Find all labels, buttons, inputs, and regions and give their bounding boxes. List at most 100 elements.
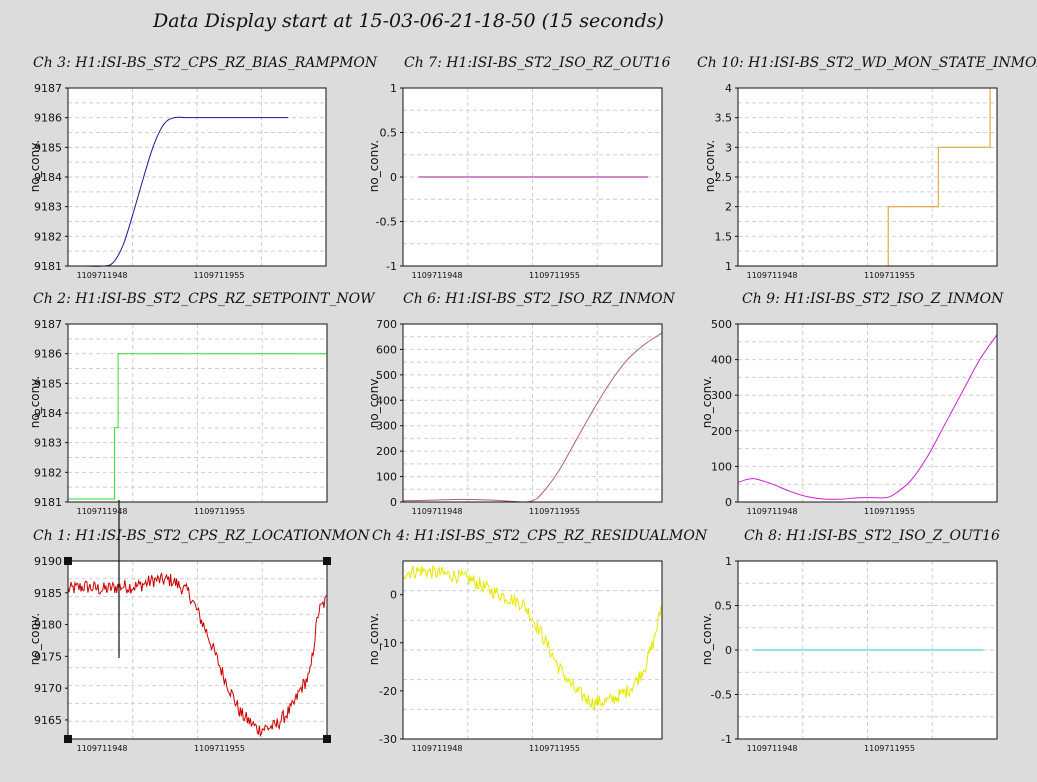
y-tick-label: 0 — [390, 171, 397, 184]
y-tick-label: 1 — [725, 555, 732, 568]
series-line-ch10 — [887, 88, 991, 266]
chart-title-ch7: Ch 7: H1:ISI-BS_ST2_ISO_RZ_OUT16 — [404, 55, 671, 71]
y-tick-label: 500 — [711, 318, 732, 331]
y-tick-label: 0 — [725, 496, 732, 509]
x-tick-label: 1109711955 — [864, 744, 915, 753]
plot-frame-ch8 — [737, 560, 998, 740]
y-tick-label: -0.5 — [376, 216, 397, 229]
y-tick-label: 2.5 — [715, 171, 733, 184]
y-tick-label: 9181 — [34, 260, 62, 273]
y-tick-label: 200 — [711, 425, 732, 438]
y-tick-label: 2 — [725, 201, 732, 214]
y-tick-label: 9175 — [34, 650, 62, 663]
resize-handle[interactable] — [64, 735, 72, 743]
y-tick-label: 0 — [390, 589, 397, 602]
plot-ch10: 4 3.5 3 2.5 2 1.5 1 1109711948 1109711955 — [715, 82, 998, 280]
y-tick-label: 400 — [711, 354, 732, 367]
chart-title-ch2: Ch 2: H1:ISI-BS_ST2_CPS_RZ_SETPOINT_NOW — [33, 291, 375, 307]
x-tick-label: 1109711955 — [194, 507, 245, 516]
x-tick-label: 1109711948 — [77, 271, 128, 280]
y-tick-label: -10 — [379, 637, 397, 650]
y-tick-label: 9182 — [34, 466, 62, 479]
y-tick-label: -1 — [721, 733, 732, 746]
y-tick-label: 4 — [725, 82, 732, 95]
y-tick-label: 0 — [390, 496, 397, 509]
y-tick-label: 0.5 — [380, 127, 398, 140]
x-tick-label: 1109711955 — [529, 507, 580, 516]
series-line-ch9 — [737, 334, 998, 500]
series-line-ch4 — [402, 565, 663, 712]
chart-title-ch4: Ch 4: H1:ISI-BS_ST2_CPS_RZ_RESIDUALMON — [372, 528, 708, 544]
y-tick-label: -1 — [386, 260, 397, 273]
y-tick-label: 0 — [725, 644, 732, 657]
y-tick-label: 9165 — [34, 714, 62, 727]
y-tick-label: 500 — [376, 369, 397, 382]
x-tick-label: 1109711955 — [864, 507, 915, 516]
plot-ch4: 0 -10 -20 -30 1109711948 1109711955 — [379, 560, 663, 753]
series-line-ch2 — [68, 353, 327, 500]
y-tick-label: 9185 — [34, 141, 62, 154]
resize-handle[interactable] — [323, 735, 331, 743]
y-tick-label: 200 — [376, 445, 397, 458]
page-title: Data Display start at 15-03-06-21-18-50 … — [153, 10, 664, 32]
x-tick-label: 1109711955 — [529, 744, 580, 753]
x-tick-label: 1109711948 — [412, 507, 463, 516]
x-tick-label: 1109711948 — [747, 271, 798, 280]
plot-ch9: 500 400 300 200 100 0 1109711948 1109711955 — [711, 318, 998, 516]
y-tick-label: -20 — [379, 685, 397, 698]
y-tick-label: 9183 — [34, 201, 62, 214]
y-tick-label: 9170 — [34, 682, 62, 695]
y-tick-label: -30 — [379, 733, 397, 746]
y-tick-label: 100 — [376, 471, 397, 484]
y-tick-label: 9185 — [34, 587, 62, 600]
y-tick-label: 9183 — [34, 437, 62, 450]
x-tick-label: 1109711955 — [194, 744, 245, 753]
chart-title-ch6: Ch 6: H1:ISI-BS_ST2_ISO_RZ_INMON — [403, 291, 675, 307]
y-tick-label: 1.5 — [715, 230, 733, 243]
plot-frame-ch9 — [737, 323, 998, 503]
y-tick-label: 9186 — [34, 348, 62, 361]
y-tick-label: 9187 — [34, 82, 62, 95]
plot-ch3: 9187 9186 9185 9184 9183 9182 9181 1109711948 11… — [34, 82, 327, 280]
plot-ch1: 9190 9185 9180 9175 9170 9165 1109711948 110971… — [34, 555, 331, 753]
x-tick-label: 1109711948 — [77, 507, 128, 516]
plot-ch2: 9187 9186 9185 9184 9183 9182 9181 1109711948 11… — [34, 318, 328, 516]
y-tick-label: 9184 — [34, 171, 62, 184]
y-tick-label: 9190 — [34, 555, 62, 568]
plot-frame-ch3 — [67, 87, 327, 267]
y-tick-label: 9180 — [34, 619, 62, 632]
plot-frame-ch2 — [67, 323, 328, 503]
y-tick-label: 9181 — [34, 496, 62, 509]
y-tick-label: 3 — [725, 141, 732, 154]
plot-frame-ch7 — [402, 87, 663, 267]
plot-frame-ch10 — [737, 87, 998, 267]
series-line-ch6 — [402, 332, 663, 503]
x-tick-label: 1109711948 — [412, 271, 463, 280]
y-tick-label: 9185 — [34, 377, 62, 390]
plot-frame-ch6 — [402, 323, 663, 503]
series-line-ch1 — [67, 572, 328, 738]
chart-title-ch1: Ch 1: H1:ISI-BS_ST2_CPS_RZ_LOCATIONMON — [33, 528, 370, 544]
plot-ch8: 1 0.5 0 -0.5 -1 1109711948 1109711955 — [711, 555, 998, 753]
y-tick-label: 0.5 — [715, 600, 733, 613]
y-tick-label: 700 — [376, 318, 397, 331]
y-tick-label: 600 — [376, 343, 397, 356]
y-tick-label: 9182 — [34, 230, 62, 243]
resize-handle[interactable] — [323, 557, 331, 565]
plot-frame-ch1 — [67, 560, 328, 740]
chart-title-ch3: Ch 3: H1:ISI-BS_ST2_CPS_RZ_BIAS_RAMPMON — [33, 55, 378, 71]
chart-title-ch10: Ch 10: H1:ISI-BS_ST2_WD_MON_STATE_INMON — [697, 55, 1037, 71]
chart-title-ch8: Ch 8: H1:ISI-BS_ST2_ISO_Z_OUT16 — [744, 528, 1000, 544]
x-tick-label: 1109711948 — [747, 744, 798, 753]
x-tick-label: 1109711948 — [77, 744, 128, 753]
y-tick-label: 100 — [711, 460, 732, 473]
y-tick-label: 3.5 — [715, 112, 733, 125]
y-tick-label: 1 — [725, 260, 732, 273]
resize-handle[interactable] — [64, 557, 72, 565]
y-tick-label: 400 — [376, 394, 397, 407]
x-tick-label: 1109711948 — [412, 744, 463, 753]
plot-frame-ch4 — [402, 560, 663, 740]
x-tick-label: 1109711955 — [864, 271, 915, 280]
plot-ch6: 700 600 500 400 300 200 100 0 1109711948 11097119… — [376, 318, 663, 516]
